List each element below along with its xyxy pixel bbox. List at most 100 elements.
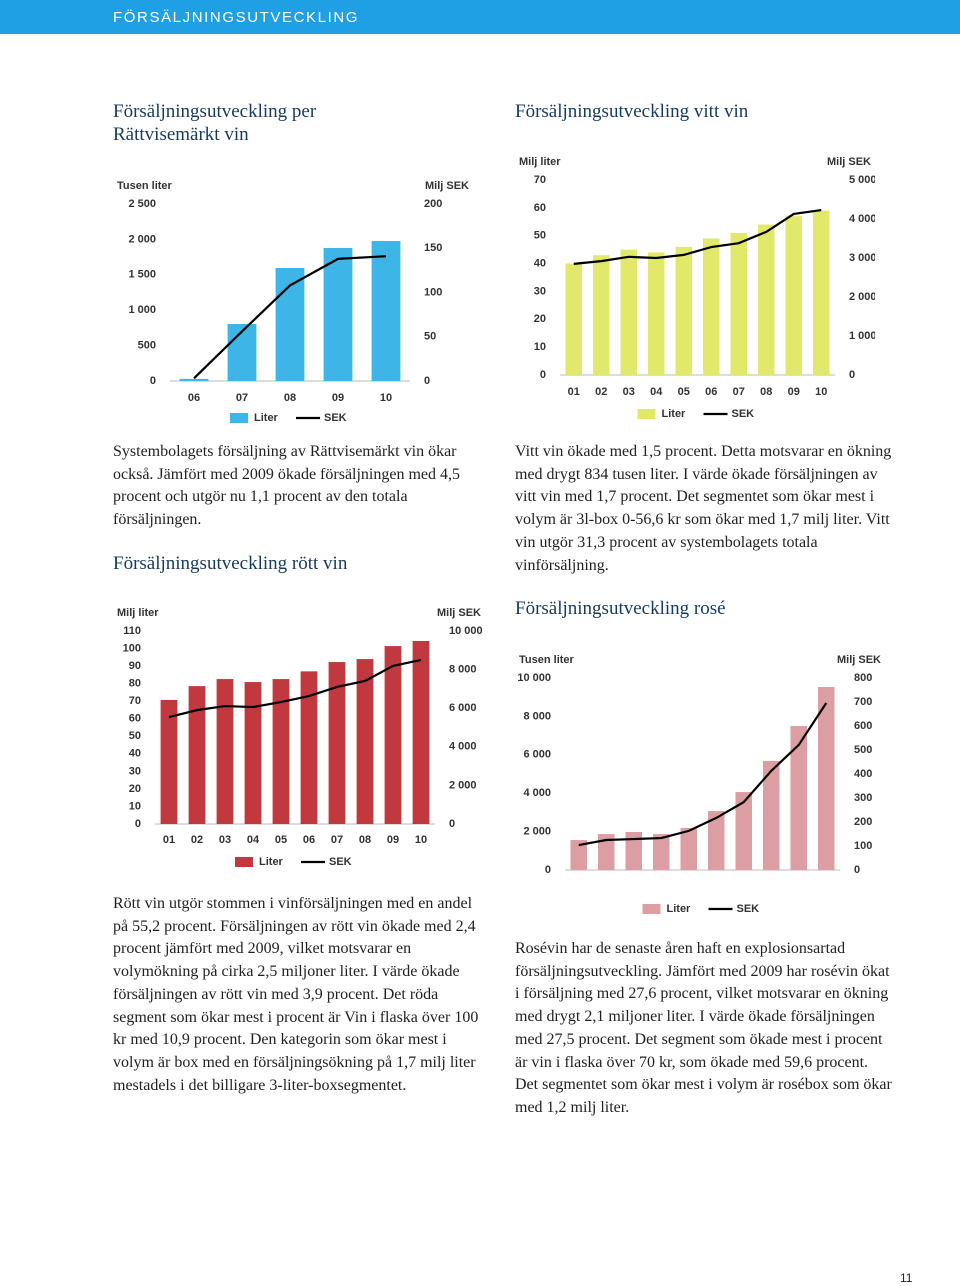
tick-label: 0 [545,864,551,876]
legend-swatch [235,857,253,867]
tick-label: 10 [534,341,546,353]
tick-label: 200 [424,198,442,210]
bar [565,263,582,375]
x-tick-label: 09 [788,386,800,398]
x-tick-label: 08 [359,834,371,846]
legend-label: SEK [737,903,760,915]
x-tick-label: 02 [595,386,607,398]
bar [675,246,692,375]
tick-label: 1 500 [128,269,156,281]
tick-label: 2 000 [449,779,477,791]
bar [730,232,747,375]
x-tick-label: 02 [191,834,203,846]
tick-label: 0 [854,864,860,876]
tick-label: 100 [424,286,442,298]
tick-label: 10 000 [449,625,483,637]
bar [227,324,257,381]
x-tick-label: 06 [303,834,315,846]
tick-label: 20 [129,783,141,795]
x-tick-label: 09 [387,834,399,846]
tick-label: 90 [129,660,141,672]
tick-label: 6 000 [523,749,551,761]
x-tick-label: 01 [163,834,175,846]
tick-label: 40 [534,257,546,269]
x-tick-label: 05 [275,834,287,846]
tick-label: 2 000 [523,826,551,838]
bar [188,686,206,824]
tick-label: 60 [129,713,141,725]
heading: Försäljningsutveckling per Rättvisemärkt… [113,101,317,145]
tick-label: 60 [534,202,546,214]
bar [708,811,725,870]
tick-label: 6 000 [449,702,477,714]
tick-label: 10 000 [517,672,551,684]
tick-label: 100 [854,840,872,852]
bar [323,247,353,381]
bar [785,216,802,375]
tick-label: 800 [854,672,872,684]
tick-label: 10 [129,800,141,812]
line [578,702,828,847]
page-number: 11 [900,1271,913,1285]
bar [356,659,374,824]
legend-label: SEK [732,408,755,420]
tick-label: 1 000 [128,304,156,316]
tick-label: 300 [854,792,872,804]
tick-label: 600 [854,720,872,732]
x-tick-label: 03 [219,834,231,846]
axis-unit: Milj liter [117,607,159,619]
tick-label: 0 [449,818,455,830]
tick-label: 0 [150,375,156,387]
tick-label: 200 [854,816,872,828]
bar [763,760,780,870]
bar [648,252,665,375]
tick-label: 70 [534,174,546,186]
tick-label: 80 [129,678,141,690]
bar [412,641,430,824]
tick-label: 40 [129,748,141,760]
legend-swatch [642,904,661,914]
x-tick-label: 10 [415,834,427,846]
legend-label: Liter [662,408,687,420]
legend-label: Liter [667,903,692,915]
header-title: FÖRSÄLJNINGSUTVECKLING [113,9,360,26]
axis-unit: Tusen liter [117,180,173,192]
bar [653,834,670,870]
line [168,658,422,719]
heading: Försäljningsutveckling rosé [515,598,726,619]
tick-label: 30 [534,285,546,297]
paragraph: Rosévin har de senaste åren haft en expl… [515,940,892,1116]
bar [620,249,637,375]
x-tick-label: 06 [188,392,200,404]
bar [328,662,346,824]
bar [371,241,401,381]
x-tick-label: 01 [568,386,580,398]
tick-label: 20 [534,313,546,325]
legend-label: Liter [259,856,284,868]
tick-label: 500 [138,340,156,352]
heading: Försäljningsutveckling rött vin [113,553,348,574]
tick-label: 1 000 [849,330,875,342]
x-tick-label: 08 [760,386,772,398]
header-bar: FÖRSÄLJNINGSUTVECKLING [0,0,960,34]
tick-label: 2 000 [849,291,875,303]
paragraph: Vitt vin ökade med 1,5 procent. Detta mo… [515,443,892,574]
line [193,255,387,380]
tick-label: 2 000 [128,233,156,245]
legend-swatch [637,409,656,419]
tick-label: 500 [854,744,872,756]
bar [735,792,752,870]
x-tick-label: 04 [247,834,260,846]
bar [598,834,615,870]
bar [703,238,720,375]
x-tick-label: 10 [815,386,827,398]
bar [593,255,610,375]
legend-label: SEK [324,412,347,424]
tick-label: 50 [129,730,141,742]
x-tick-label: 07 [331,834,343,846]
heading: Försäljningsutveckling vitt vin [515,101,749,122]
axis-unit: Milj liter [519,156,561,168]
x-tick-label: 05 [678,386,690,398]
